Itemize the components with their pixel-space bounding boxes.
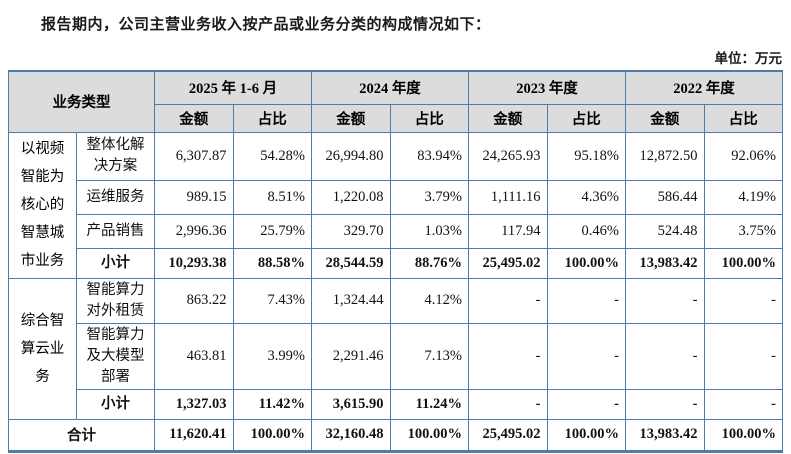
cell-value: -	[546, 277, 626, 324]
cell-value: 25,495.02	[468, 247, 548, 279]
cell-value: 28,544.59	[311, 247, 391, 279]
cell-value: 25,495.02	[468, 418, 548, 452]
header-period-2024: 2024 年度	[311, 70, 469, 105]
cell-value: 4.19%	[703, 179, 783, 215]
cell-value: 6,307.87	[154, 131, 234, 181]
cell-value: -	[703, 322, 783, 390]
cell-value: 54.28%	[232, 131, 312, 181]
cell-value: -	[703, 277, 783, 324]
cell-value: 26,994.80	[311, 131, 391, 181]
cell-value: 100.00%	[703, 247, 783, 279]
row-label: 智能算力及大模型部署	[76, 322, 155, 390]
row-label: 运维服务	[76, 179, 155, 215]
cell-value: 3.79%	[389, 179, 469, 215]
header-amount: 金额	[154, 103, 234, 133]
header-ratio: 占比	[703, 103, 783, 133]
header-ratio: 占比	[232, 103, 312, 133]
cell-value: 100.00%	[546, 247, 626, 279]
cell-value: 11.42%	[232, 388, 312, 420]
header-period-2023: 2023 年度	[468, 70, 626, 105]
cell-value: 1,324.44	[311, 277, 391, 324]
cell-value: 24,265.93	[468, 131, 548, 181]
cell-value: 7.43%	[232, 277, 312, 324]
subtotal-label: 小计	[76, 247, 155, 279]
cell-value: 83.94%	[389, 131, 469, 181]
subtotal-row: 小计 1,327.03 11.42% 3,615.90 11.24% - - -…	[9, 388, 783, 420]
cell-value: 524.48	[625, 213, 705, 249]
header-amount: 金额	[468, 103, 548, 133]
cell-value: -	[468, 388, 548, 420]
cell-value: 92.06%	[703, 131, 783, 181]
subtotal-label: 小计	[76, 388, 155, 420]
cell-value: 13,983.42	[625, 247, 705, 279]
cell-value: 88.76%	[389, 247, 469, 279]
cell-value: 88.58%	[232, 247, 312, 279]
table-row: 运维服务 989.15 8.51% 1,220.08 3.79% 1,111.1…	[9, 179, 783, 215]
header-ratio: 占比	[546, 103, 626, 133]
cell-value: -	[625, 322, 705, 390]
table-row: 产品销售 2,996.36 25.79% 329.70 1.03% 117.94…	[9, 213, 783, 249]
header-ratio: 占比	[389, 103, 469, 133]
header-period-2025: 2025 年 1-6 月	[154, 70, 312, 105]
cell-value: 1,111.16	[468, 179, 548, 215]
cell-value: 13,983.42	[625, 418, 705, 452]
cell-value: 463.81	[154, 322, 234, 390]
group-label-smart-city: 以视频智能为核心的智慧城市业务	[8, 131, 77, 279]
cell-value: 32,160.48	[311, 418, 391, 452]
cell-value: 3,615.90	[311, 388, 391, 420]
cell-value: 2,996.36	[154, 213, 234, 249]
cell-value: -	[546, 322, 626, 390]
cell-value: 95.18%	[546, 131, 626, 181]
cell-value: 1,327.03	[154, 388, 234, 420]
cell-value: -	[468, 322, 548, 390]
table-row: 综合智算云业务 智能算力对外租赁 863.22 7.43% 1,324.44 4…	[8, 277, 783, 420]
cell-value: 4.36%	[546, 179, 626, 215]
cell-value: 100.00%	[703, 418, 783, 452]
cell-value: 3.75%	[703, 213, 783, 249]
row-label: 智能算力对外租赁	[76, 277, 155, 324]
intro-text: 报告期内，公司主营业务收入按产品或业务分类的构成情况如下：	[41, 17, 491, 33]
row-label: 产品销售	[76, 213, 155, 249]
unit-label: 单位：万元	[714, 51, 783, 66]
cell-value: 3.99%	[232, 322, 312, 390]
cell-value: 1,220.08	[311, 179, 391, 215]
header-amount: 金额	[311, 103, 391, 133]
header-business-type: 业务类型	[8, 70, 155, 133]
subtotal-row: 小计 10,293.38 88.58% 28,544.59 88.76% 25,…	[9, 247, 783, 279]
cell-value: 2,291.46	[311, 322, 391, 390]
cell-value: 100.00%	[389, 418, 469, 452]
cell-value: 11.24%	[389, 388, 469, 420]
cell-value: -	[468, 277, 548, 324]
cell-value: -	[703, 388, 783, 420]
cell-value: 8.51%	[232, 179, 312, 215]
cell-value: 0.46%	[546, 213, 626, 249]
group-label-computing-cloud: 综合智算云业务	[8, 277, 77, 420]
cell-value: 4.12%	[389, 277, 469, 324]
cell-value: 10,293.38	[154, 247, 234, 279]
cell-value: 1.03%	[389, 213, 469, 249]
row-label: 整体化解决方案	[76, 131, 155, 181]
cell-value: 12,872.50	[625, 131, 705, 181]
cell-value: 100.00%	[232, 418, 312, 452]
total-row: 合计 11,620.41 100.00% 32,160.48 100.00% 2…	[8, 418, 783, 452]
cell-value: -	[625, 277, 705, 324]
table-row: 智能算力及大模型部署 463.81 3.99% 2,291.46 7.13% -…	[9, 322, 783, 390]
cell-value: 11,620.41	[154, 418, 234, 452]
header-amount: 金额	[625, 103, 705, 133]
cell-value: 863.22	[154, 277, 234, 324]
table-row: 以视频智能为核心的智慧城市业务 整体化解决方案 6,307.87 54.28% …	[8, 131, 783, 279]
cell-value: 586.44	[625, 179, 705, 215]
cell-value: 7.13%	[389, 322, 469, 390]
cell-value: -	[625, 388, 705, 420]
cell-value: 329.70	[311, 213, 391, 249]
cell-value: 25.79%	[232, 213, 312, 249]
revenue-breakdown-table: 业务类型 2025 年 1-6 月 2024 年度 2023 年度 2022 年…	[8, 70, 783, 453]
header-period-2022: 2022 年度	[625, 70, 783, 105]
cell-value: -	[546, 388, 626, 420]
cell-value: 100.00%	[546, 418, 626, 452]
total-label: 合计	[8, 418, 155, 452]
cell-value: 117.94	[468, 213, 548, 249]
cell-value: 989.15	[154, 179, 234, 215]
